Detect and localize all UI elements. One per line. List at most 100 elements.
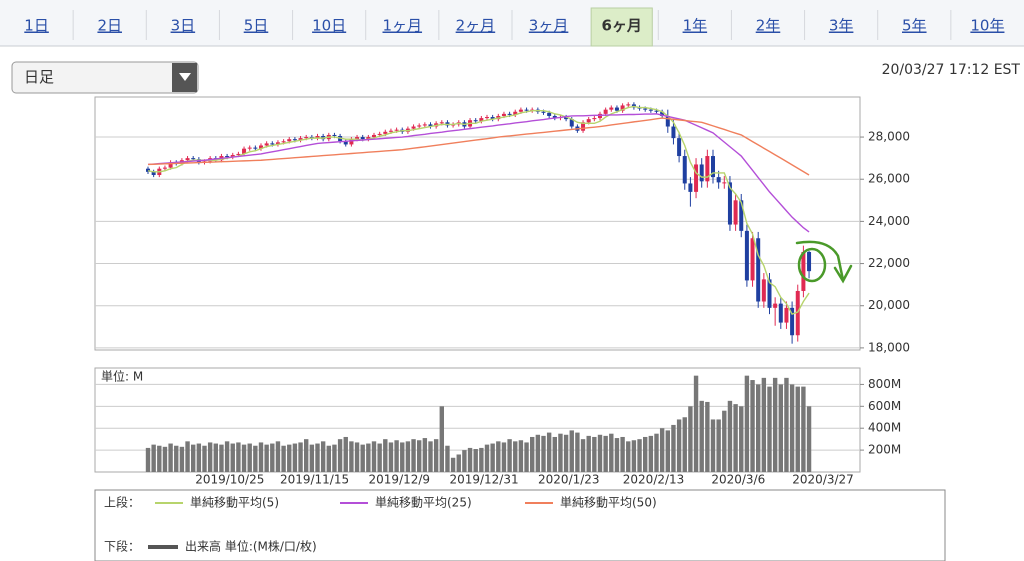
volume-bar bbox=[417, 440, 422, 472]
volume-bar bbox=[507, 439, 512, 472]
y-tick-label: 600M bbox=[868, 399, 901, 413]
volume-bar bbox=[162, 446, 168, 472]
dropdown-arrow bbox=[179, 73, 191, 81]
candle-body bbox=[162, 167, 167, 169]
volume-bar bbox=[326, 445, 331, 472]
candle-body bbox=[343, 141, 348, 145]
tab[interactable]: 10年 bbox=[970, 17, 1004, 35]
candle-body bbox=[315, 136, 320, 139]
volume-bar bbox=[716, 419, 721, 472]
volume-bar bbox=[185, 441, 190, 472]
candle-body bbox=[349, 139, 354, 145]
y-tick-label: 22,000 bbox=[868, 256, 910, 270]
candle-body bbox=[236, 153, 241, 155]
volume-bar bbox=[789, 384, 795, 472]
tab[interactable]: 6ヶ月 bbox=[601, 17, 641, 35]
volume-bar bbox=[496, 441, 501, 472]
volume-bar bbox=[230, 443, 235, 472]
legend-label: 単純移動平均(50) bbox=[560, 496, 657, 510]
candle-body bbox=[603, 109, 608, 114]
volume-bar bbox=[213, 443, 218, 472]
tabs: 1日 2日 3日 5日 10日 1ヶ月 2ヶ月 3ヶ月 6ヶ月 1年 2年 3年 5年 10年 bbox=[24, 7, 1004, 47]
timestamp: 20/03/27 17:12 EST bbox=[882, 62, 1021, 78]
candle-body bbox=[191, 158, 196, 160]
candle-body bbox=[225, 156, 230, 158]
x-tick-label: 2019/11/15 bbox=[280, 473, 349, 487]
candle-body bbox=[682, 156, 687, 184]
tab[interactable]: 1ヶ月 bbox=[383, 17, 423, 35]
volume-bar bbox=[563, 434, 569, 472]
candle-body bbox=[790, 307, 795, 336]
tab[interactable]: 3ヶ月 bbox=[529, 17, 569, 35]
volume-bar bbox=[366, 443, 371, 472]
volume-bar bbox=[467, 447, 473, 472]
candle-body bbox=[626, 104, 631, 106]
legend-label: 単純移動平均(25) bbox=[375, 496, 472, 510]
candle-body bbox=[773, 303, 778, 308]
tab[interactable]: 2日 bbox=[97, 17, 122, 35]
candle-body bbox=[699, 164, 704, 182]
volume-bar bbox=[388, 442, 394, 472]
volume-bar bbox=[151, 444, 156, 472]
volume-bar bbox=[219, 444, 224, 472]
volume-bar bbox=[518, 440, 524, 472]
candle-body bbox=[541, 111, 546, 113]
tab[interactable]: 5年 bbox=[902, 17, 927, 35]
volume-bar bbox=[620, 436, 625, 472]
x-tick-label: 2020/1/23 bbox=[538, 473, 600, 487]
tab[interactable]: 3年 bbox=[829, 17, 854, 35]
volume-bar bbox=[298, 442, 303, 472]
tab[interactable]: 5日 bbox=[244, 17, 269, 35]
candle-body bbox=[377, 133, 382, 135]
volume-bar bbox=[626, 441, 631, 472]
tab-selected[interactable] bbox=[590, 7, 653, 47]
candle-body bbox=[185, 158, 190, 161]
candle-body bbox=[485, 117, 489, 119]
x-tick-label: 2019/10/25 bbox=[195, 473, 264, 487]
tab[interactable]: 1日 bbox=[24, 17, 49, 35]
volume-bar bbox=[371, 441, 377, 472]
candle-body bbox=[360, 137, 365, 140]
volume-bar bbox=[196, 443, 202, 472]
volume-bar bbox=[224, 441, 230, 472]
candle-body bbox=[716, 177, 721, 183]
candle-body bbox=[784, 307, 789, 323]
candle-body bbox=[473, 120, 478, 122]
volume-bar bbox=[174, 445, 179, 472]
volume-bar bbox=[552, 436, 557, 472]
tab[interactable]: 2ヶ月 bbox=[456, 17, 496, 35]
volume-bar bbox=[772, 377, 778, 472]
x-tick-label: 2020/3/27 bbox=[792, 473, 854, 487]
candle-body bbox=[614, 107, 619, 111]
tab[interactable]: 2年 bbox=[756, 17, 781, 35]
volume-bar bbox=[309, 444, 315, 472]
volume-bar bbox=[445, 445, 450, 472]
candle-body bbox=[761, 279, 766, 302]
volume-bar bbox=[575, 432, 580, 472]
dropdown[interactable] bbox=[11, 61, 199, 94]
y-tick-label: 400M bbox=[868, 421, 901, 435]
candle-body bbox=[501, 113, 506, 116]
tab[interactable]: 10日 bbox=[312, 17, 346, 35]
volume-bar bbox=[332, 444, 337, 472]
volume-bar bbox=[682, 417, 687, 472]
y-tick-label: 20,000 bbox=[868, 298, 910, 312]
tab[interactable]: 3日 bbox=[171, 17, 196, 35]
candle-body bbox=[146, 168, 150, 172]
volume-bar bbox=[643, 436, 648, 472]
candle-body bbox=[569, 119, 574, 127]
candle-body bbox=[564, 117, 569, 120]
tab[interactable]: 1年 bbox=[683, 17, 708, 35]
legend-upper-label: 上段： bbox=[104, 495, 140, 510]
candle-body bbox=[292, 139, 297, 141]
volume-bar bbox=[456, 454, 461, 472]
volume-bar bbox=[337, 439, 343, 472]
candle-body bbox=[479, 118, 484, 122]
legend-label: 単純移動平均(5) bbox=[190, 496, 279, 510]
volume-bar bbox=[756, 384, 761, 472]
candle-body bbox=[722, 182, 727, 184]
volume-bar bbox=[761, 377, 767, 472]
volume-bar bbox=[400, 442, 405, 472]
